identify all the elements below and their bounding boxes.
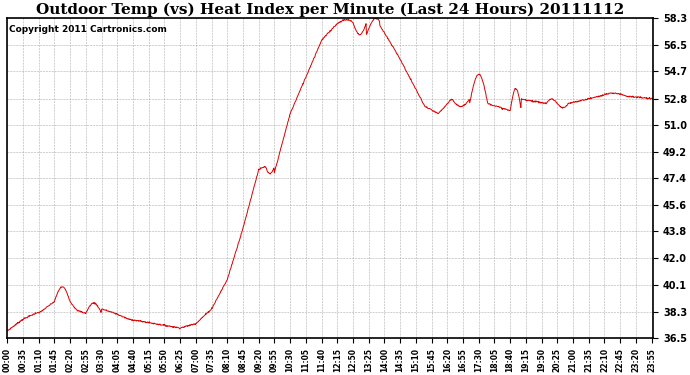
Text: Copyright 2011 Cartronics.com: Copyright 2011 Cartronics.com xyxy=(8,25,166,34)
Title: Outdoor Temp (vs) Heat Index per Minute (Last 24 Hours) 20111112: Outdoor Temp (vs) Heat Index per Minute … xyxy=(36,3,624,17)
